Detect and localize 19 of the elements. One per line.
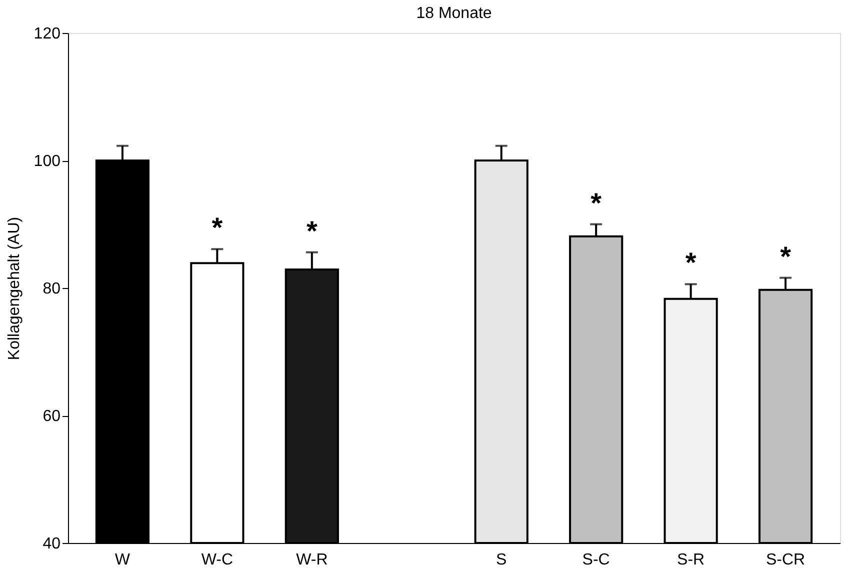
annotation: * bbox=[780, 240, 792, 272]
x-tick-label: S-R bbox=[677, 552, 705, 568]
y-tick-label: 120 bbox=[34, 26, 61, 42]
x-tick-label: S-CR bbox=[766, 552, 806, 568]
y-tick-label: 80 bbox=[42, 280, 61, 298]
annotation: * bbox=[212, 212, 223, 244]
x-tick-label: W-R bbox=[296, 552, 328, 568]
annotation: * bbox=[590, 187, 602, 218]
annotation: * bbox=[306, 215, 318, 246]
x-tick-label: W bbox=[114, 552, 131, 568]
y-tick-label: 60 bbox=[42, 408, 61, 425]
y-tick-label: 40 bbox=[42, 536, 61, 552]
y-tick-label: 100 bbox=[34, 153, 61, 170]
chart-title: 18 Monate bbox=[416, 5, 492, 22]
x-tick-label: S bbox=[496, 552, 507, 568]
x-tick-label: S-C bbox=[582, 552, 610, 568]
x-tick-label: W-C bbox=[201, 552, 234, 568]
annotation: * bbox=[685, 247, 696, 278]
y-axis-title: Kollagengehalt (AU) bbox=[6, 216, 23, 360]
